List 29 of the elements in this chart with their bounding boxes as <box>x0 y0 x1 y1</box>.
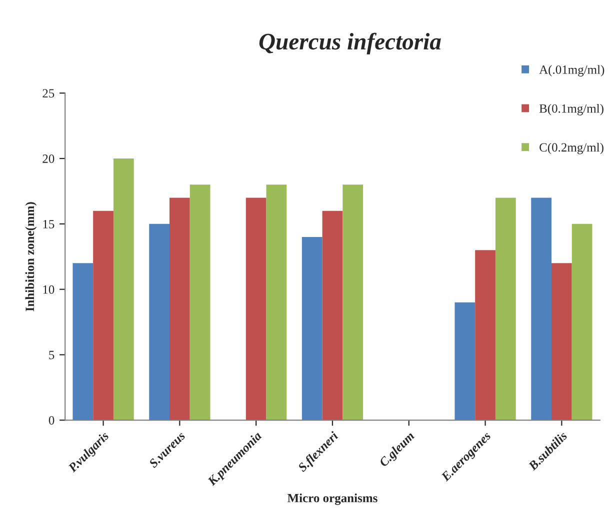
chart-title: Quercus infectoria <box>259 32 441 54</box>
bar <box>246 198 266 420</box>
legend-label: B(0.1mg/ml) <box>539 104 604 116</box>
x-axis-title: Micro organisms <box>288 494 378 505</box>
bar <box>454 302 476 420</box>
bar <box>72 263 94 420</box>
legend-label: A(.01mg/ml) <box>539 65 604 76</box>
bar <box>322 210 343 420</box>
bar <box>572 224 592 420</box>
y-tick-label: 20 <box>42 154 54 163</box>
bar <box>551 263 572 420</box>
y-tick-label: 10 <box>43 285 54 294</box>
bar <box>266 184 287 420</box>
bar <box>93 210 114 420</box>
bar <box>302 236 322 420</box>
y-axis-title: Inhibition zone(mm) <box>25 202 37 312</box>
legend-label: C(0.2mg/ml) <box>540 142 604 154</box>
bar <box>149 224 170 420</box>
bar <box>169 198 190 420</box>
bar <box>531 198 552 420</box>
bar <box>113 158 134 420</box>
y-tick-label: 15 <box>43 220 54 228</box>
y-tick-label: 5 <box>49 350 54 360</box>
bar <box>342 184 364 420</box>
bar <box>475 250 496 420</box>
y-tick-label: 0 <box>48 416 54 425</box>
bar <box>495 198 516 420</box>
bar <box>190 184 210 420</box>
y-tick-label: 25 <box>42 89 54 98</box>
